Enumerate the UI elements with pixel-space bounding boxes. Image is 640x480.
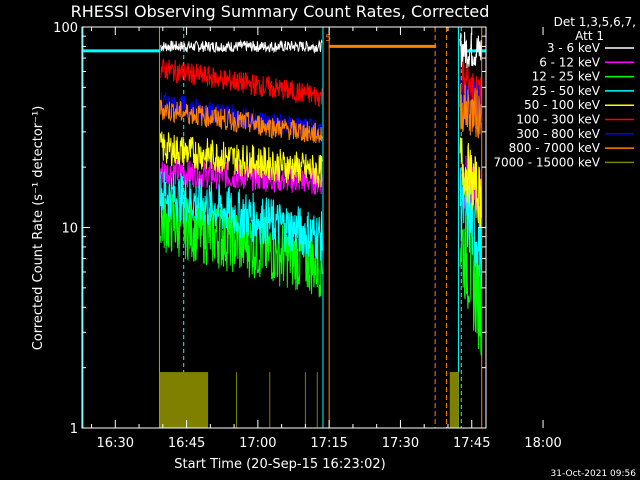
x-tick-label: 17:00 — [239, 436, 276, 451]
plot-area: 5 — [82, 27, 486, 428]
x-tick-label: 18:00 — [524, 436, 561, 451]
series-trace-second-interval — [459, 167, 482, 289]
legend-entry-label: 800 - 7000 keV — [509, 141, 601, 155]
x-axis-label: Start Time (20-Sep-15 16:23:02) — [174, 457, 385, 472]
series-trace — [159, 99, 323, 144]
series-trace — [159, 39, 323, 54]
x-tick-label: 17:15 — [310, 436, 347, 451]
footer-timestamp: 31-Oct-2021 09:56 — [551, 469, 637, 479]
legend-entry-label: 3 - 6 keV — [547, 41, 601, 55]
legend-header: Det 1,3,5,6,7, Att 1 — [554, 15, 636, 43]
series-trace-second-interval — [459, 84, 482, 139]
chart-title: RHESSI Observing Summary Count Rates, Co… — [71, 2, 490, 21]
series-trace-second-interval — [459, 136, 482, 228]
y-tick-label: 1 — [70, 422, 78, 437]
x-tick-label: 17:30 — [382, 436, 419, 451]
legend-entry-label: 6 - 12 keV — [539, 55, 601, 69]
legend-entry-label: 300 - 800 keV — [516, 127, 600, 141]
legend-entry-label: 7000 - 15000 keV — [493, 155, 600, 169]
series-trace — [159, 159, 323, 195]
legend-entry-label: 100 - 300 keV — [516, 113, 600, 127]
legend-entry-label: 50 - 100 keV — [524, 98, 601, 112]
y-axis-label: Corrected Count Rate (s⁻¹ detector⁻¹) — [31, 106, 46, 351]
legend-entry-label: 25 - 50 keV — [532, 84, 601, 98]
x-tick-label: 16:45 — [168, 436, 205, 451]
series-trace — [159, 171, 323, 261]
legend-entry-label: 12 - 25 keV — [532, 70, 601, 84]
series-trace-7000-15000-kev — [159, 372, 459, 428]
series-trace — [159, 131, 323, 188]
series-trace — [159, 190, 323, 298]
y-tick-label: 100 — [53, 21, 78, 36]
x-tick-label: 16:30 — [97, 436, 134, 451]
series-trace-second-interval — [459, 31, 482, 69]
legend-header-line-1: Det 1,3,5,6,7, — [554, 15, 636, 29]
x-tick-label: 17:45 — [453, 436, 490, 451]
orange-marker: 5 — [325, 34, 331, 44]
series-trace — [160, 58, 323, 108]
y-tick-label: 10 — [61, 222, 78, 237]
axes: 16:30 16:45 17:00 17:15 17:30 17:45 18:00 1 10 10… — [53, 21, 562, 451]
legend-header-line-2: Att 1 — [575, 29, 604, 43]
